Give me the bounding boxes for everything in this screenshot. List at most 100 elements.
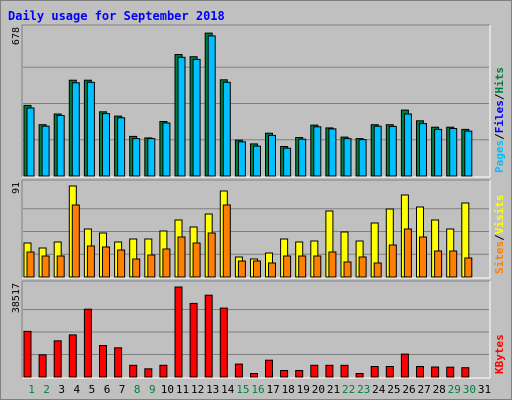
bar-kbytes-day-25	[385, 366, 394, 378]
x-tick-label-day-1: 1	[28, 383, 35, 396]
bar-files-day-17	[268, 134, 276, 177]
bar-sites-day-21	[328, 251, 337, 278]
x-tick-label-day-24: 24	[372, 383, 386, 396]
x-tick-label-day-3: 3	[58, 383, 65, 396]
x-tick-label-day-20: 20	[312, 383, 325, 396]
x-axis-labels: 1 2 3 4 5 6 7 8 9 10 11 12 13 14 15 16 17 18 19 20 21 22 23 24 2…	[28, 383, 491, 396]
panel-hits-files: 678 Pages/Files/Hits	[11, 24, 506, 178]
bar-files-day-10	[162, 122, 171, 177]
bar-files-day-2	[41, 125, 50, 177]
bar-sites-day-7	[117, 249, 126, 278]
x-tick-label-day-5: 5	[89, 383, 96, 396]
bar-files-day-21	[328, 128, 337, 177]
legend-item: /	[493, 133, 506, 140]
bar-files-day-24	[373, 125, 382, 177]
bar-sites-day-26	[403, 228, 412, 278]
legend-item: /	[493, 93, 506, 100]
bar-files-day-15	[237, 141, 246, 177]
bar-sites-day-29	[449, 250, 458, 278]
x-tick-label-day-13: 13	[206, 383, 219, 396]
bar-sites-day-22	[343, 261, 352, 278]
x-tick-label-day-30: 30	[463, 383, 476, 396]
bar-sites-day-15	[237, 260, 246, 278]
y-max-label-hits-files: 678	[11, 27, 22, 45]
bar-files-day-22	[343, 138, 352, 177]
y-max-label-kbytes: 38517	[11, 283, 22, 313]
bar-kbytes-day-13	[204, 294, 213, 378]
legend-kbytes: KBytes	[493, 334, 506, 374]
bar-sites-day-5	[86, 245, 95, 278]
bar-files-day-30	[464, 130, 473, 177]
bar-kbytes-day-12	[189, 302, 198, 378]
bar-files-day-27	[419, 123, 427, 177]
bar-files-day-1	[26, 107, 35, 177]
bar-kbytes-day-5	[83, 308, 92, 378]
bar-files-day-20	[313, 126, 322, 177]
bar-files-day-29	[449, 128, 458, 177]
bar-sites-day-6	[102, 246, 110, 278]
legend-item: Pages	[493, 140, 506, 173]
bar-sites-day-10	[162, 248, 171, 278]
bar-kbytes-day-2	[38, 354, 47, 378]
bar-kbytes-day-20	[310, 364, 319, 378]
bar-sites-day-1	[26, 251, 35, 278]
bar-sites-day-18	[283, 255, 292, 278]
bar-files-day-13	[207, 35, 216, 177]
bar-files-day-7	[117, 117, 126, 177]
bar-files-day-12	[192, 58, 201, 177]
bar-files-day-26	[403, 113, 412, 177]
legend-visits-sites: Sites/Visits	[493, 195, 506, 275]
legend-item: /	[493, 234, 506, 241]
bar-files-day-5	[86, 81, 95, 177]
bar-kbytes-day-6	[99, 345, 107, 378]
bar-sites-day-14	[222, 204, 231, 278]
bar-kbytes-day-17	[265, 359, 273, 378]
x-tick-label-day-19: 19	[297, 383, 310, 396]
bar-kbytes-day-14	[219, 307, 228, 378]
x-tick-label-day-28: 28	[433, 383, 446, 396]
bar-sites-day-12	[192, 242, 201, 278]
legend-item: Files	[493, 100, 506, 133]
bar-kbytes-day-16	[250, 373, 258, 378]
bar-files-day-16	[253, 145, 261, 177]
panel-kbytes: 38517 KBytes	[11, 280, 506, 379]
x-tick-label-day-22: 22	[342, 383, 355, 396]
bar-kbytes-day-10	[159, 364, 168, 378]
x-tick-label-day-12: 12	[191, 383, 204, 396]
legend-item: Visits	[493, 195, 506, 235]
x-tick-label-day-14: 14	[221, 383, 235, 396]
legend-item: KBytes	[493, 334, 506, 374]
x-tick-label-day-4: 4	[73, 383, 80, 396]
bar-kbytes-day-28	[431, 366, 440, 378]
bar-sites-day-23	[358, 256, 367, 278]
bar-files-day-18	[283, 147, 292, 177]
x-tick-label-day-7: 7	[119, 383, 126, 396]
bar-kbytes-day-4	[68, 334, 77, 378]
x-tick-label-day-9: 9	[149, 383, 156, 396]
bar-sites-day-25	[388, 244, 397, 278]
y-max-label-visits-sites: 91	[11, 182, 22, 194]
panel-visits-sites: 91 Sites/Visits	[11, 179, 506, 279]
bar-sites-day-16	[253, 260, 261, 278]
x-tick-label-day-27: 27	[417, 383, 430, 396]
bar-kbytes-day-11	[174, 286, 183, 378]
bar-files-day-9	[147, 138, 156, 177]
bar-kbytes-day-24	[370, 366, 379, 378]
x-tick-label-day-8: 8	[134, 383, 141, 396]
bar-kbytes-day-21	[325, 364, 334, 378]
x-tick-label-day-26: 26	[402, 383, 415, 396]
x-tick-label-day-16: 16	[251, 383, 264, 396]
x-tick-label-day-29: 29	[448, 383, 461, 396]
chart-title: Daily usage for September 2018	[8, 9, 225, 23]
bar-sites-day-20	[313, 255, 322, 278]
bar-kbytes-day-8	[129, 364, 138, 378]
bar-files-day-11	[177, 56, 186, 177]
legend-item: Sites	[493, 241, 506, 274]
bar-sites-day-4	[71, 204, 80, 278]
bar-sites-day-3	[56, 255, 65, 278]
bar-kbytes-day-1	[23, 330, 32, 378]
legend-hits-files: Pages/Files/Hits	[493, 67, 506, 173]
x-tick-label-day-11: 11	[176, 383, 189, 396]
x-tick-label-day-10: 10	[161, 383, 174, 396]
bar-kbytes-day-9	[144, 368, 153, 378]
